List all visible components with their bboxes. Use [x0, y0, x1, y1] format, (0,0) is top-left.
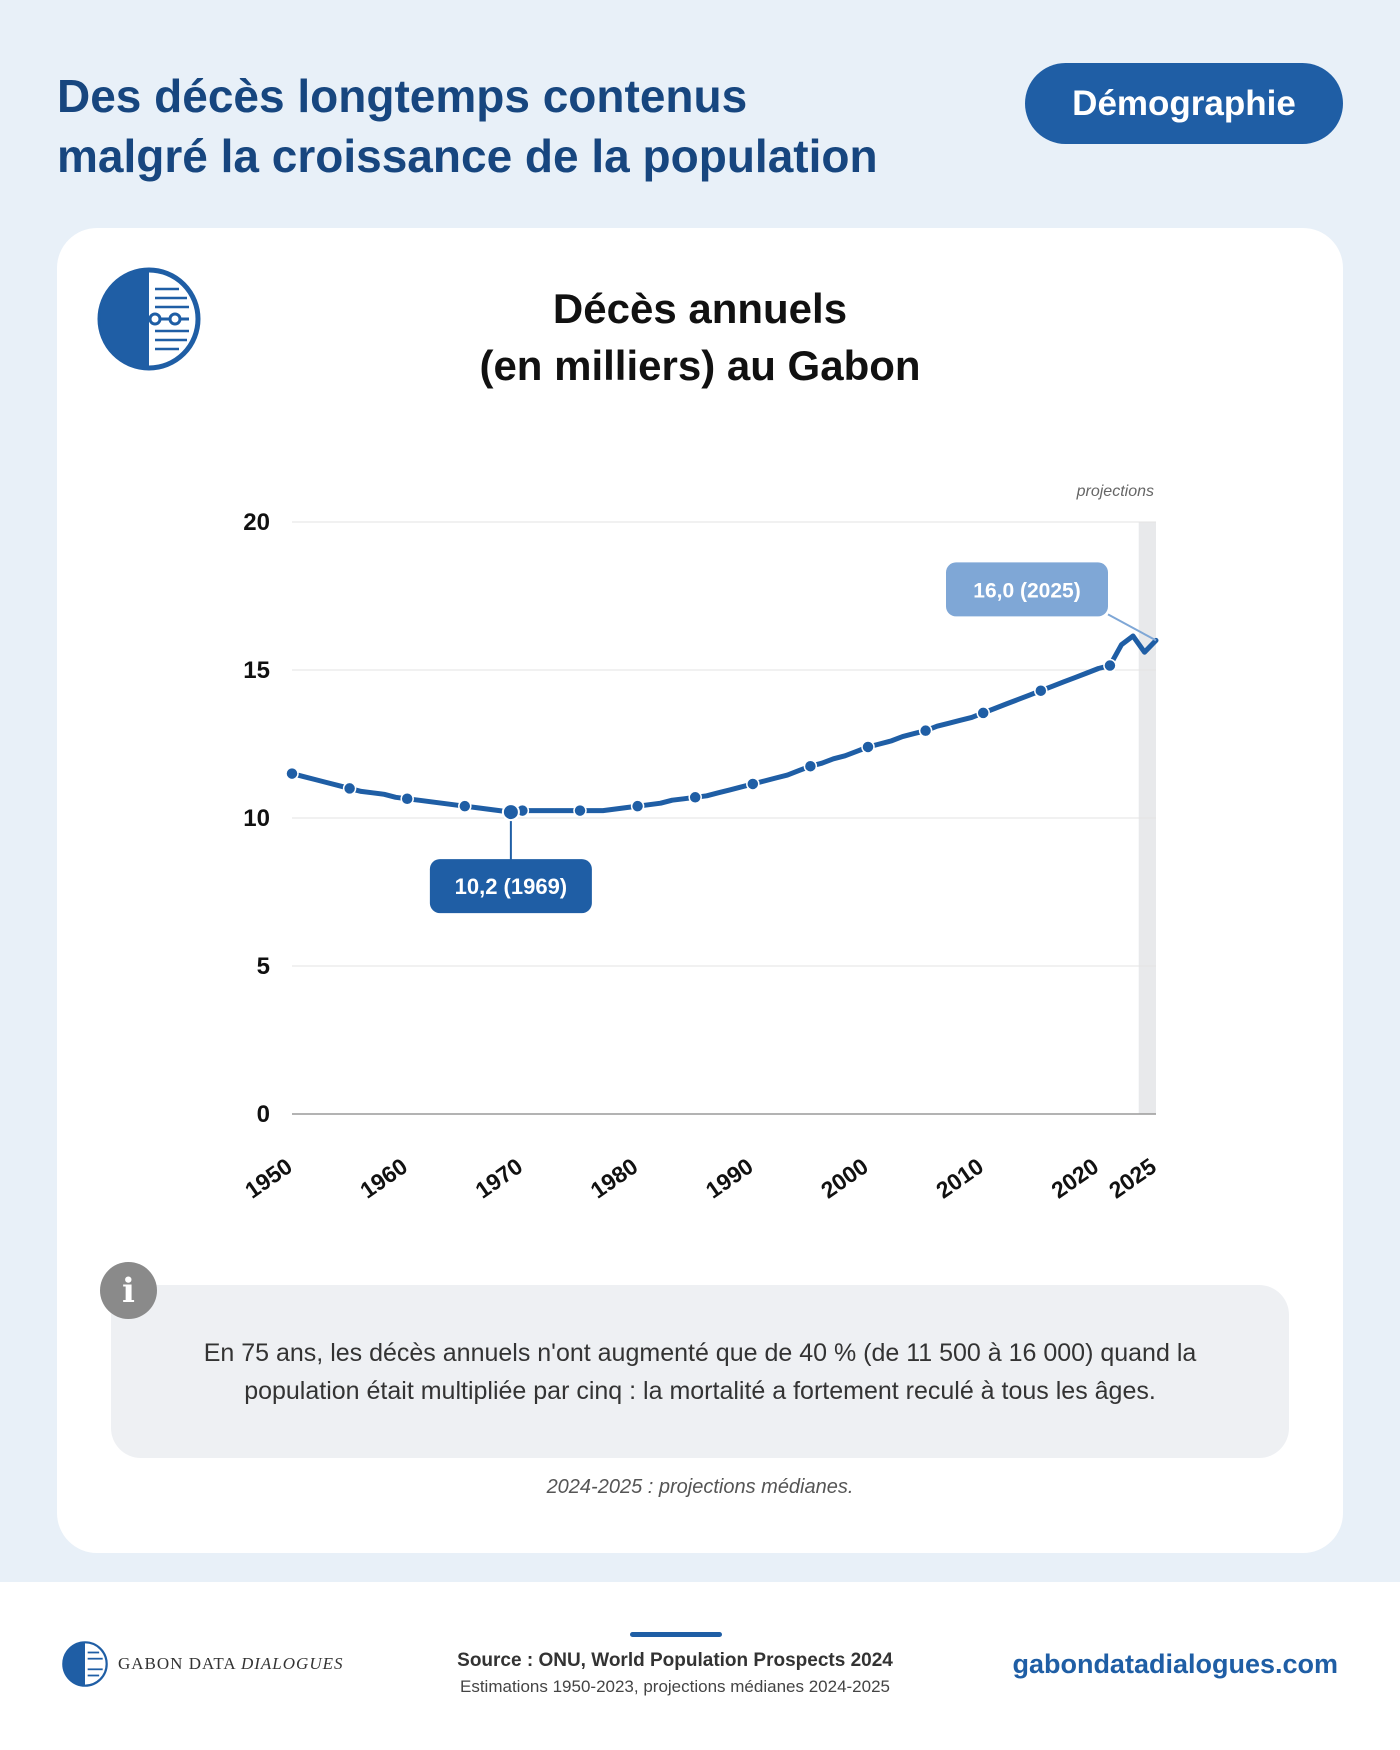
data-point	[400, 792, 414, 806]
brand-italic: DIALOGUES	[240, 1654, 344, 1673]
y-tick-label: 0	[257, 1101, 270, 1128]
x-tick-label: 2020	[1046, 1153, 1103, 1204]
data-point	[688, 790, 702, 805]
annotation-box	[429, 859, 592, 914]
y-tick-label: 15	[243, 657, 270, 684]
chart-title-line1: Décès annuels	[552, 285, 848, 332]
series-line	[289, 633, 1159, 815]
footer-divider	[630, 1632, 722, 1637]
data-point	[342, 781, 357, 796]
data-point	[458, 799, 472, 813]
annotation-label: 16,0 (2025)	[973, 579, 1080, 602]
footer	[0, 1582, 1400, 1750]
brand-logo-icon	[97, 267, 201, 371]
info-icon: i	[100, 1262, 157, 1319]
chart-title: Décès annuels (en milliers) au Gabon	[300, 280, 1100, 394]
footer-logo-icon	[62, 1641, 108, 1687]
annotation-box	[946, 562, 1108, 617]
annotation-point	[501, 803, 520, 822]
page-title-line1: Des décès longtemps contenus	[57, 70, 748, 122]
data-point	[573, 803, 587, 818]
y-tick-label: 5	[257, 953, 270, 980]
x-tick-label: 2025	[1104, 1153, 1161, 1204]
x-tick-label: 1990	[701, 1153, 758, 1204]
info-text: En 75 ans, les décès annuels n'ont augme…	[203, 1338, 1197, 1405]
x-tick-label: 1980	[586, 1153, 643, 1204]
chart-title-line2: (en milliers) au Gabon	[479, 342, 921, 389]
x-tick-label: 1950	[240, 1153, 297, 1204]
data-point	[803, 759, 818, 773]
data-point	[861, 740, 875, 754]
page-title-line2: malgré la croissance de la population	[57, 130, 878, 182]
data-point	[746, 777, 760, 791]
data-point	[976, 706, 990, 720]
y-tick-label: 20	[243, 509, 270, 536]
x-tick-label: 2000	[816, 1153, 873, 1204]
brand-name: GABON DATA DIALOGUES	[118, 1654, 343, 1674]
page-title: Des décès longtemps contenus malgré la c…	[57, 66, 957, 186]
data-point	[918, 723, 933, 738]
line-chart: projections 0 5 10 15 20 1950 1960 1970 1980 1990 2…	[240, 483, 1161, 1204]
data-point	[285, 766, 299, 781]
projection-label: projections	[1076, 483, 1154, 500]
data-point	[1103, 658, 1117, 673]
projection-note: 2024-2025 : projections médianes.	[546, 1476, 854, 1498]
category-tag[interactable]: Démographie	[1025, 63, 1343, 144]
source-text: Source : ONU, World Population Prospects…	[457, 1650, 893, 1671]
data-point	[630, 799, 645, 813]
y-tick-label: 10	[243, 805, 270, 832]
x-tick-label: 1970	[470, 1153, 527, 1204]
annotation-leader	[1107, 613, 1157, 642]
website-link[interactable]: gabondatadialogues.com	[1012, 1649, 1338, 1679]
info-box: En 75 ans, les décès annuels n'ont augme…	[111, 1285, 1289, 1458]
annotation-label: 10,2 (1969)	[455, 874, 568, 899]
x-tick-label: 1960	[355, 1153, 412, 1204]
x-tick-label: 2010	[931, 1153, 988, 1204]
source-subtext: Estimations 1950-2023, projections média…	[460, 1677, 890, 1696]
data-point	[1034, 683, 1048, 698]
brand-main: GABON DATA	[118, 1654, 241, 1673]
